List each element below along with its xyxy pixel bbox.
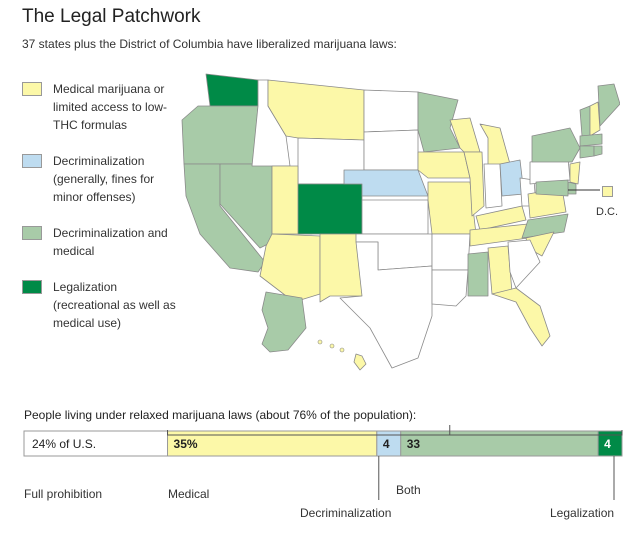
state-nc — [521, 213, 569, 239]
state-ky — [475, 205, 527, 231]
legend-label-legal: Legalization (recreational as well as me… — [53, 280, 176, 330]
chart-subtitle: 37 states plus the District of Columbia … — [22, 37, 397, 51]
state-hi — [353, 353, 367, 371]
legend-swatch-decrim — [22, 154, 42, 168]
state-ak — [261, 291, 307, 353]
hawaii-island — [339, 347, 345, 353]
legend-label-medical: Medical marijuana or limited access to l… — [53, 82, 168, 132]
bar-label-decrim: 4 — [383, 437, 390, 451]
state-ga — [507, 239, 541, 289]
chart-title: The Legal Patchwork — [22, 6, 201, 27]
axis-label-legal: Legalization — [550, 506, 615, 520]
legend-item-decrim: Decriminalization (generally, fines for … — [22, 152, 183, 206]
state-in — [483, 163, 503, 209]
dc-swatch — [602, 186, 613, 197]
state-ia — [417, 151, 471, 179]
bar-label-none: 24% of U.S. — [32, 437, 96, 451]
legend-item-medical: Medical marijuana or limited access to l… — [22, 80, 183, 134]
us-map — [181, 73, 620, 371]
legend-item-decrim-medical: Decriminalization and medical — [22, 224, 173, 260]
population-bar: 24% of U.S. 35% 4 33 4 — [23, 425, 623, 500]
state-ny — [531, 127, 581, 163]
relaxed-bracket — [167, 430, 623, 436]
state-nm — [319, 233, 363, 303]
state-az — [259, 233, 321, 303]
bar-label-both: 33 — [407, 437, 421, 451]
legend-swatch-decrim-medical — [22, 226, 42, 240]
state-nd — [363, 89, 419, 133]
axis-label-decrim: Decriminalization — [300, 506, 392, 520]
state-sd — [363, 129, 419, 171]
legend-label-decrim-medical: Decriminalization and medical — [53, 226, 168, 258]
state-md — [535, 179, 569, 197]
state-mi — [479, 123, 511, 167]
axis-label-prohibition: Full prohibition — [24, 487, 103, 501]
state-il — [463, 151, 485, 217]
dc-label: D.C. — [596, 206, 618, 218]
state-vt — [579, 105, 591, 137]
state-ri — [593, 145, 603, 157]
state-wa — [205, 73, 259, 107]
state-ar — [431, 233, 471, 271]
state-ks — [361, 199, 429, 235]
state-ma — [579, 133, 603, 147]
state-me — [597, 83, 620, 127]
legend-item-legal: Legalization (recreational as well as me… — [22, 278, 178, 332]
state-mo — [427, 181, 477, 235]
state-ms — [467, 251, 489, 297]
axis-label-medical: Medical — [168, 487, 210, 501]
axis-label-both: Both — [396, 483, 421, 497]
state-la — [431, 269, 469, 307]
legend-label-decrim: Decriminalization (generally, fines for … — [53, 154, 155, 204]
hawaii-island — [317, 339, 323, 345]
bar-label-legal: 4 — [604, 437, 611, 451]
state-ct — [579, 145, 595, 159]
legend-swatch-medical — [22, 82, 42, 96]
state-nj — [569, 161, 581, 185]
state-fl — [491, 287, 551, 347]
state-de — [567, 181, 577, 195]
state-co — [297, 183, 363, 235]
legend-swatch-legal — [22, 280, 42, 294]
bar-label-medical: 35% — [174, 437, 198, 451]
population-heading: People living under relaxed marijuana la… — [24, 408, 417, 422]
state-or — [181, 105, 259, 165]
state-tx — [339, 241, 433, 369]
bar-segment-legal — [597, 430, 623, 457]
hawaii-island — [329, 343, 335, 349]
state-nh — [589, 101, 601, 137]
